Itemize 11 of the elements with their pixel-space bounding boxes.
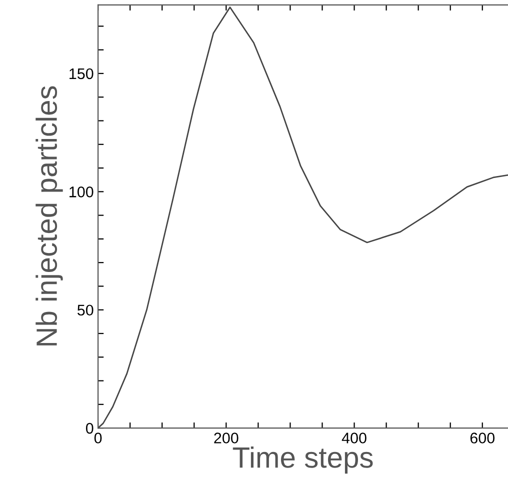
x-tick-label: 0 [94, 432, 102, 444]
y-tick-label: 0 [86, 422, 94, 434]
y-axis-title: Nb injected particles [36, 86, 63, 346]
y-tick-label: 50 [77, 304, 94, 316]
y-tick-label: 150 [70, 68, 94, 80]
x-axis-title: Time steps [232, 446, 373, 474]
y-tick-label: 100 [70, 186, 94, 198]
line-series [98, 6, 508, 428]
x-tick-label: 600 [470, 432, 495, 444]
x-tick-label: 400 [342, 432, 366, 444]
x-tick-label: 200 [214, 432, 238, 444]
